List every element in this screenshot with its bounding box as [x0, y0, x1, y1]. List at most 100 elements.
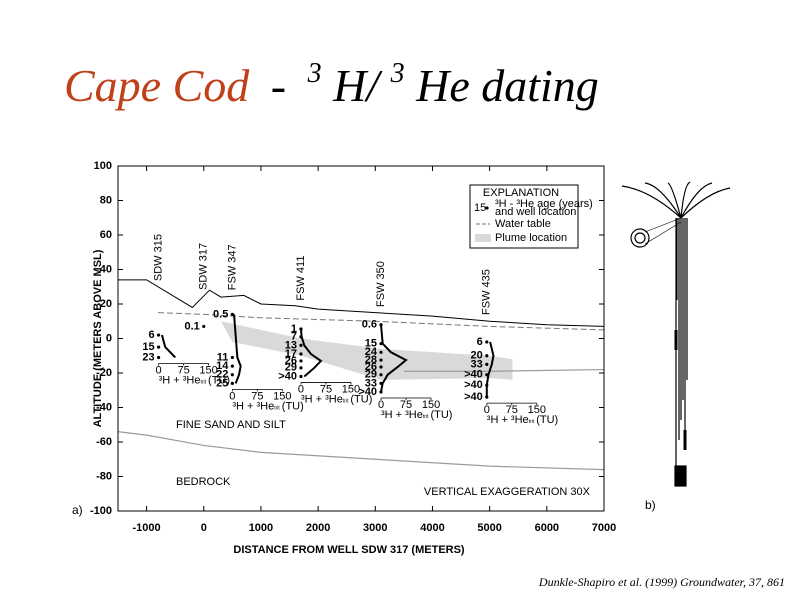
age-label: >40 [358, 386, 377, 398]
age-label: 29 [285, 362, 297, 374]
tritium-profile [380, 324, 408, 393]
unit-label: FINE SAND AND SILT [176, 419, 286, 431]
age-label: 13 [285, 339, 297, 351]
legend-title: EXPLANATION [483, 187, 559, 199]
age-label: >40 [464, 369, 483, 381]
title-sup: 3 [307, 58, 322, 89]
sample-point [299, 343, 303, 347]
title-end: He dating [415, 60, 599, 111]
age-label: 26 [285, 355, 297, 367]
sample-point [156, 345, 161, 349]
profile-label-sub: trit [529, 419, 535, 425]
sample-point [230, 373, 234, 377]
age-label: 6 [148, 329, 154, 341]
x-tick-label: 6000 [535, 522, 559, 534]
legend-text: Plume location [495, 232, 567, 244]
well-name: FSW 347 [226, 244, 238, 290]
profile-tick-label: 75 [177, 364, 189, 376]
age-label: 0.5 [213, 308, 228, 320]
x-tick-label: 0 [201, 522, 207, 534]
profile-tick-label: 0 [484, 404, 490, 416]
legend-age: 15 [474, 202, 486, 214]
profile-label-main: ³H + ³He [159, 374, 201, 386]
y-tick-label: -80 [96, 470, 112, 482]
x-tick-label: 1000 [249, 522, 273, 534]
profile-label-main: ³H + ³He [232, 400, 274, 412]
profile-label-sub: trit [423, 414, 429, 420]
y-tick-label: 100 [94, 160, 112, 172]
legend-text: and well location [495, 206, 576, 218]
age-label: 33 [365, 377, 377, 389]
title-dash: - [271, 60, 286, 111]
legend-text: ³H - ³He age (years) [495, 198, 593, 210]
profile-label-main: ³H + ³He [301, 393, 343, 405]
age-label: 6 [477, 336, 483, 348]
title-sup: 3 [390, 58, 405, 89]
well-name: SDW 315 [153, 234, 165, 281]
sample-point [485, 340, 489, 344]
age-label: 17 [285, 348, 297, 360]
age-label: 0.1 [184, 320, 199, 332]
sample-point [156, 355, 161, 360]
sample-point [379, 365, 383, 369]
profile-tick-label: 150 [422, 399, 440, 411]
profile-label-unit: (TU) [350, 393, 372, 405]
age-label: >40 [464, 379, 483, 391]
note: VERTICAL EXAGGERATION 30X [424, 486, 591, 498]
age-label: 28 [365, 354, 377, 366]
sample-point [379, 350, 383, 354]
sample-point [299, 374, 303, 379]
well-name: FSW 411 [295, 256, 307, 301]
x-tick-label: 2000 [306, 522, 330, 534]
y-axis-label: ALTITUDE (METERS ABOVE MSL) [92, 249, 104, 427]
age-label: 26 [365, 361, 377, 373]
tritium-profile [160, 334, 176, 359]
profile-label: ³H + ³Hetrit (TU) [487, 414, 558, 426]
profile-tick-label: 75 [506, 404, 518, 416]
x-tick-label: 4000 [420, 522, 444, 534]
sample-point [485, 362, 489, 366]
y-tick-label: 0 [106, 332, 112, 344]
x-tick-label: 7000 [592, 522, 616, 534]
profile-label-unit: (TU) [208, 374, 230, 386]
sample-point [202, 324, 206, 329]
age-label: 24 [365, 346, 378, 358]
age-label: 0.6 [362, 319, 377, 331]
tritium-profile [233, 314, 242, 384]
panel-label: a) [72, 503, 83, 517]
age-label: >40 [278, 370, 297, 382]
tritium-profile [485, 341, 495, 398]
sample-point [379, 373, 383, 377]
profile-label: ³H + ³Hetrit (TU) [232, 400, 303, 412]
profile-tick-label: 150 [528, 404, 546, 416]
sample-point [230, 364, 234, 368]
sample-point [156, 333, 161, 337]
age-label: 23 [142, 351, 154, 363]
title-place: Cape Cod [64, 60, 250, 111]
age-label: 29 [365, 369, 377, 381]
profile-label: ³H + ³Hetrit (TU) [159, 374, 230, 386]
well-name: SDW 317 [198, 243, 210, 290]
y-tick-label: 20 [100, 298, 112, 310]
sample-point [299, 359, 303, 363]
age-label: 14 [216, 360, 229, 372]
water-table [158, 312, 605, 331]
profile-label-unit: (TU) [536, 414, 558, 426]
profile-label-main: ³H + ³He [487, 414, 529, 426]
sample-point [485, 354, 489, 358]
y-tick-label: -20 [96, 367, 112, 379]
age-label: 1 [291, 323, 297, 335]
well-name: FSW 435 [481, 269, 493, 315]
boundary-line [117, 431, 605, 471]
legend-swatch [475, 234, 491, 242]
unit-label: BEDROCK [176, 476, 231, 488]
x-axis-label: DISTANCE FROM WELL SDW 317 (METERS) [233, 544, 465, 556]
land-surface [118, 279, 605, 327]
legend-text: Water table [495, 218, 551, 230]
age-label: 22 [216, 369, 228, 381]
profile-tick-label: 0 [156, 364, 162, 376]
profile-tick-label: 150 [342, 383, 360, 395]
sample-point [379, 358, 383, 362]
